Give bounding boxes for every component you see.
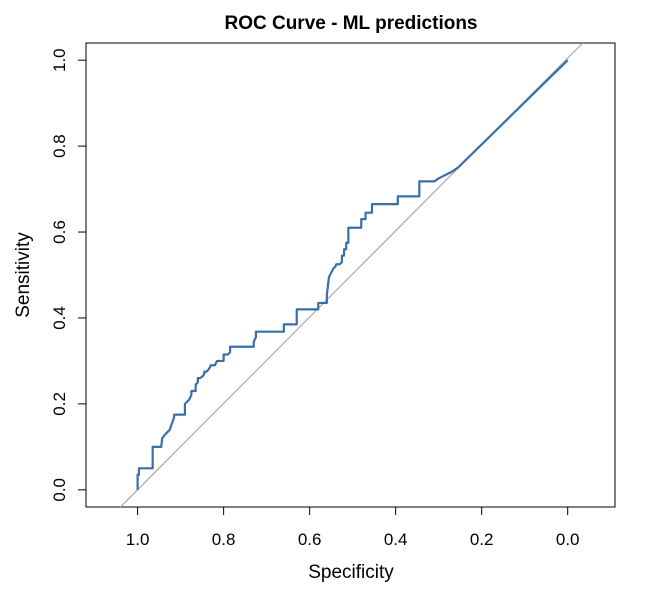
x-axis-label: Specificity [308, 562, 394, 583]
chart-title: ROC Curve - ML predictions [224, 13, 477, 34]
x-tick-label: 1.0 [126, 530, 150, 549]
x-tick-label: 0.2 [470, 530, 494, 549]
x-tick-label: 0.4 [384, 530, 408, 549]
y-tick-label: 0.2 [50, 392, 69, 416]
y-axis: 0.0 0.2 0.4 0.6 0.8 1.0 [50, 48, 87, 502]
y-tick-label: 0.8 [50, 134, 69, 158]
y-tick-label: 1.0 [50, 48, 69, 72]
x-tick-label: 0.0 [556, 530, 580, 549]
y-tick-label: 0.4 [50, 306, 69, 330]
y-tick-label: 0.6 [50, 220, 69, 244]
x-tick-label: 0.6 [298, 530, 322, 549]
x-axis: 1.0 0.8 0.6 0.4 0.2 0.0 [126, 506, 580, 549]
y-tick-label: 0.0 [50, 478, 69, 502]
y-axis-label: Sensitivity [13, 232, 34, 318]
plot-area-frame [85, 42, 616, 508]
x-tick-label: 0.8 [212, 530, 236, 549]
roc-curve-line [136, 59, 569, 490]
